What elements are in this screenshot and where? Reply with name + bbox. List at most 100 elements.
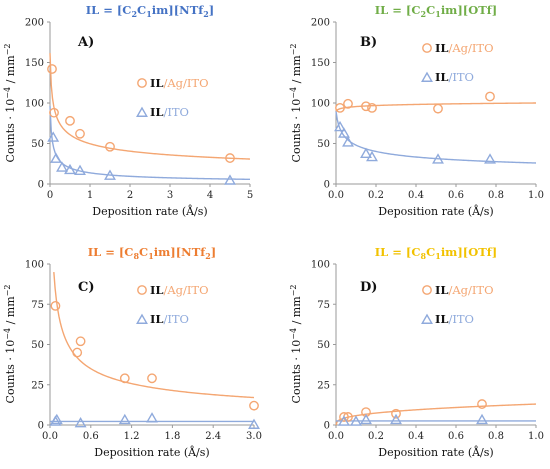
- legend-entry: IL/ITO: [421, 70, 474, 84]
- fit-line-orange: [49, 53, 251, 160]
- x-tick-label: 0.6: [83, 431, 99, 442]
- chart-title: IL = [C8C1im][NTf2]: [88, 245, 216, 261]
- data-point-triangle: [360, 413, 372, 425]
- data-point-triangle: [390, 413, 402, 425]
- data-point-circle: [50, 300, 61, 311]
- data-point-circle: [75, 336, 86, 347]
- y-tick-label: 50: [31, 139, 44, 150]
- x-tick-label: 0.4: [408, 431, 424, 442]
- y-tick-label: 100: [25, 260, 44, 271]
- data-point-circle: [72, 347, 83, 358]
- legend-marker-triangle: [136, 106, 148, 117]
- data-point-circle: [343, 98, 353, 109]
- fit-line-blue: [335, 111, 537, 164]
- x-tick-label: 0.2: [368, 431, 384, 442]
- legend-marker-circle: [137, 285, 147, 295]
- y-axis-label: Counts · 10−4 / mm−2: [3, 285, 17, 404]
- data-point-triangle: [104, 169, 116, 180]
- x-tick-label: 0.4: [408, 190, 424, 201]
- data-point-triangle: [360, 147, 372, 158]
- data-point-triangle: [484, 153, 496, 164]
- y-tick-label: 100: [311, 260, 330, 271]
- x-axis-label: Deposition rate (Å/s): [378, 445, 493, 459]
- data-point-triangle: [50, 413, 63, 425]
- data-point-triangle: [118, 413, 131, 425]
- data-point-circle: [433, 103, 443, 114]
- x-tick-label: 1: [87, 190, 93, 201]
- data-point-triangle: [224, 174, 236, 185]
- panel-label: C): [78, 280, 95, 295]
- x-tick-label: 3: [167, 190, 173, 201]
- data-point-triangle: [350, 415, 362, 426]
- data-point-triangle: [334, 120, 346, 132]
- data-point-triangle: [476, 413, 488, 425]
- data-point-circle: [65, 115, 75, 126]
- legend-label: IL/ITO: [435, 70, 474, 84]
- data-point-circle: [119, 373, 130, 384]
- panel-label: A): [77, 35, 94, 50]
- y-tick-label: 150: [25, 58, 44, 69]
- data-point-circle: [335, 102, 345, 113]
- legend-label: IL/Ag/ITO: [150, 76, 209, 90]
- data-point-triangle: [74, 416, 87, 428]
- y-tick-label: 100: [25, 99, 44, 110]
- data-point-triangle: [338, 127, 350, 138]
- panel-label: B): [360, 35, 377, 50]
- data-point-triangle: [146, 412, 158, 423]
- y-tick-label: 50: [317, 340, 330, 351]
- panel-b: IL = [C2C1im][OTf] 0.0 0.2 0.4 0.6 0.8 1.0 0 50 1…: [289, 3, 544, 218]
- data-point-circle: [47, 64, 57, 74]
- y-tick-label: 0: [38, 180, 44, 191]
- data-point-triangle: [432, 153, 444, 164]
- x-tick-label: 2.4: [205, 431, 221, 442]
- legend-label: IL/Ag/ITO: [435, 283, 494, 297]
- legend-marker-triangle: [421, 71, 433, 82]
- x-tick-label: 2: [127, 190, 133, 201]
- y-tick-label: 0: [38, 421, 44, 432]
- panel-d: IL = [C8C1im][OTf] 0.0 0.2 0.4 0.6 0.8 1.0 0 25 5…: [289, 245, 544, 459]
- y-axis-label: Counts · 10−4 / mm−2: [289, 44, 303, 163]
- x-tick-label: 0.6: [448, 431, 464, 442]
- y-tick-label: 0: [324, 180, 330, 191]
- data-point-circle: [147, 373, 157, 384]
- data-point-triangle: [50, 152, 62, 163]
- legend-marker-triangle: [421, 313, 433, 324]
- legend-label: IL/Ag/ITO: [150, 283, 209, 297]
- data-point-triangle: [47, 131, 60, 142]
- data-point-triangle: [74, 164, 86, 175]
- data-point-circle: [105, 141, 115, 152]
- fit-line-orange: [53, 272, 255, 399]
- data-point-circle: [367, 102, 377, 113]
- x-axis-label: Deposition rate (Å/s): [378, 204, 493, 218]
- data-point-triangle: [56, 161, 68, 172]
- data-point-circle: [361, 101, 371, 112]
- legend-entry: IL/Ag/ITO: [422, 41, 494, 55]
- data-point-circle: [249, 400, 259, 411]
- y-tick-label: 200: [311, 18, 330, 29]
- y-axis-label: Counts · 10−4 / mm−2: [289, 285, 303, 404]
- x-tick-label: 0.6: [448, 190, 464, 201]
- x-tick-label: 4: [207, 190, 213, 201]
- y-tick-label: 25: [31, 380, 44, 391]
- legend-label: IL/ITO: [435, 312, 474, 326]
- y-tick-label: 75: [31, 300, 44, 311]
- y-tick-label: 100: [311, 99, 330, 110]
- x-tick-label: 0.8: [488, 190, 504, 201]
- data-point-circle: [391, 408, 401, 419]
- x-axis-label: Deposition rate (Å/s): [92, 204, 207, 218]
- data-point-circle: [477, 399, 487, 409]
- x-tick-label: 1.2: [124, 431, 140, 442]
- x-tick-label: 3.0: [246, 431, 262, 442]
- panel-a: IL = [C2C1im][NTf2]0 1 2 3 4 5050100150200Dep…: [3, 3, 253, 218]
- fit-line-orange: [335, 102, 537, 112]
- chart-title: IL = [C2C1im][OTf]: [375, 3, 497, 19]
- data-point-circle: [75, 128, 85, 139]
- y-tick-label: 200: [25, 18, 44, 29]
- data-point-triangle: [64, 163, 76, 175]
- y-tick-label: 50: [31, 340, 44, 351]
- legend-marker-circle: [137, 78, 147, 88]
- data-point-triangle: [338, 415, 350, 426]
- x-tick-label: 1.0: [528, 190, 544, 201]
- data-point-circle: [49, 107, 59, 118]
